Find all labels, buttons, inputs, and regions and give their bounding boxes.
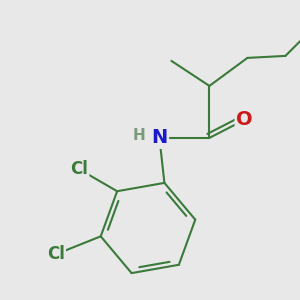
Text: H: H (133, 128, 146, 143)
Text: N: N (151, 128, 167, 147)
Text: Cl: Cl (47, 245, 65, 263)
Text: O: O (236, 110, 253, 129)
Text: Cl: Cl (70, 160, 88, 178)
